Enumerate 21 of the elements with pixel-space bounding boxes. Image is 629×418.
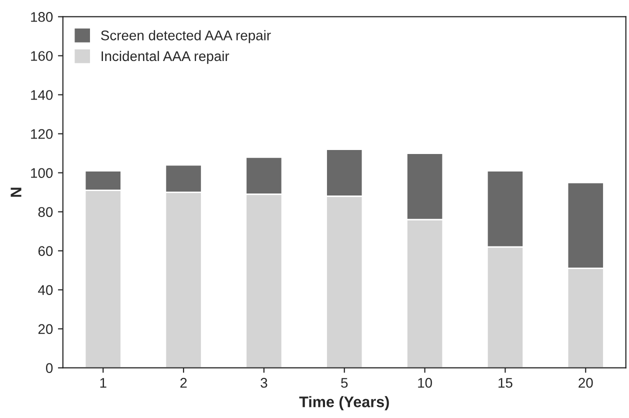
x-tick-label: 10 xyxy=(418,378,432,388)
x-axis-title: Time (Years) xyxy=(299,396,389,410)
y-tick-label: 100 xyxy=(31,168,53,178)
y-axis-title: N xyxy=(10,188,22,197)
y-tick-label: 20 xyxy=(38,324,53,334)
legend-label: Incidental AAA repair xyxy=(102,50,230,64)
x-tick-label: 15 xyxy=(498,378,512,388)
y-tick-label: 60 xyxy=(38,246,53,256)
y-tick-label: 0 xyxy=(46,363,53,374)
x-tick-label: 2 xyxy=(180,378,187,388)
y-tick-label: 80 xyxy=(38,207,53,217)
y-tick-label: 120 xyxy=(31,129,53,139)
x-tick-label: 3 xyxy=(260,378,268,388)
y-tick-label: 160 xyxy=(31,51,53,61)
x-tick-label: 1 xyxy=(100,378,106,388)
y-tick-label: 40 xyxy=(38,285,53,295)
y-tick-label: 140 xyxy=(31,90,53,100)
legend-label: Screen detected AAA repair xyxy=(101,30,271,44)
x-tick-label: 5 xyxy=(341,378,348,388)
x-tick-label: 20 xyxy=(578,378,593,388)
y-tick-label: 180 xyxy=(31,12,53,22)
